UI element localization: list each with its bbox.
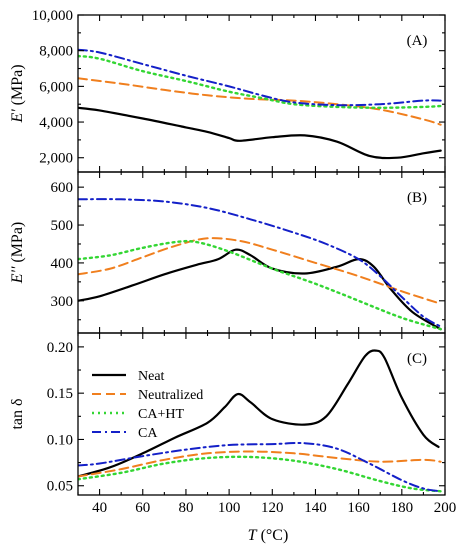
legend-label: CA — [138, 426, 158, 441]
series-group — [78, 48, 442, 160]
y-tick-label: 0.20 — [47, 340, 73, 356]
series-group — [78, 198, 442, 331]
y-tick-label: 300 — [51, 294, 74, 310]
x-tick-label: 40 — [92, 500, 107, 516]
series-line-ca — [78, 441, 442, 493]
legend: Neat Neutralized CA+HT CA — [92, 369, 203, 441]
legend-label: CA+HT — [138, 407, 184, 422]
y-axis-label: E'' (MPa) — [9, 222, 26, 285]
series-line-ca — [78, 48, 442, 107]
plot-frame — [77, 332, 446, 496]
x-tick-label: 140 — [304, 500, 327, 516]
series-line-neat — [78, 349, 440, 478]
series-line-ca — [78, 198, 442, 328]
series-line-ca-ht — [78, 455, 442, 493]
y-tick-label: 2,000 — [39, 151, 73, 167]
x-tick-label: 200 — [434, 500, 457, 516]
panel-a: 2,000 4,000 6,000 8,000 10,000 (A) E' (MPa) — [9, 8, 446, 173]
x-tick-label: 100 — [218, 500, 241, 516]
y-tick-label: 0.05 — [47, 479, 73, 495]
y-tick-label: 0.10 — [47, 432, 73, 448]
legend-label: Neat — [138, 369, 165, 384]
y-tick-label: 400 — [51, 256, 74, 272]
panel-tag: (C) — [407, 351, 427, 367]
series-line-ca-ht — [78, 54, 442, 109]
y-axis-label: tan δ — [9, 398, 26, 429]
x-tick-label: 160 — [347, 500, 370, 516]
legend-label: Neutralized — [138, 388, 203, 403]
panel-tag: (B) — [407, 190, 427, 206]
panel-tag: (A) — [407, 33, 428, 49]
x-axis-label: T (°C) — [248, 527, 289, 544]
series-line-neat — [78, 106, 442, 160]
y-tick-label: 6,000 — [39, 79, 73, 95]
panel-b: 300 400 500 600 (B) E'' (MPa) — [9, 171, 446, 334]
y-tick-label: 500 — [51, 218, 74, 234]
series-line-neutralized — [78, 450, 442, 478]
panel-c: 0.05 0.10 0.15 0.20 40 60 80 100 120 140 160 180 200… — [9, 332, 457, 516]
y-tick-label: 10,000 — [32, 8, 73, 24]
series-group — [78, 349, 442, 493]
y-tick-label: 0.15 — [47, 386, 73, 402]
y-tick-label: 4,000 — [39, 115, 73, 131]
series-line-neutralized — [78, 237, 442, 305]
x-tick-label: 80 — [178, 500, 193, 516]
y-axis-label: E' (MPa) — [9, 64, 26, 123]
x-tick-label: 120 — [261, 500, 284, 516]
x-tick-label: 60 — [135, 500, 150, 516]
x-tick-label: 180 — [391, 500, 414, 516]
y-tick-label: 8,000 — [39, 44, 73, 60]
y-tick-label: 600 — [51, 180, 74, 196]
series-line-ca-ht — [78, 239, 442, 331]
